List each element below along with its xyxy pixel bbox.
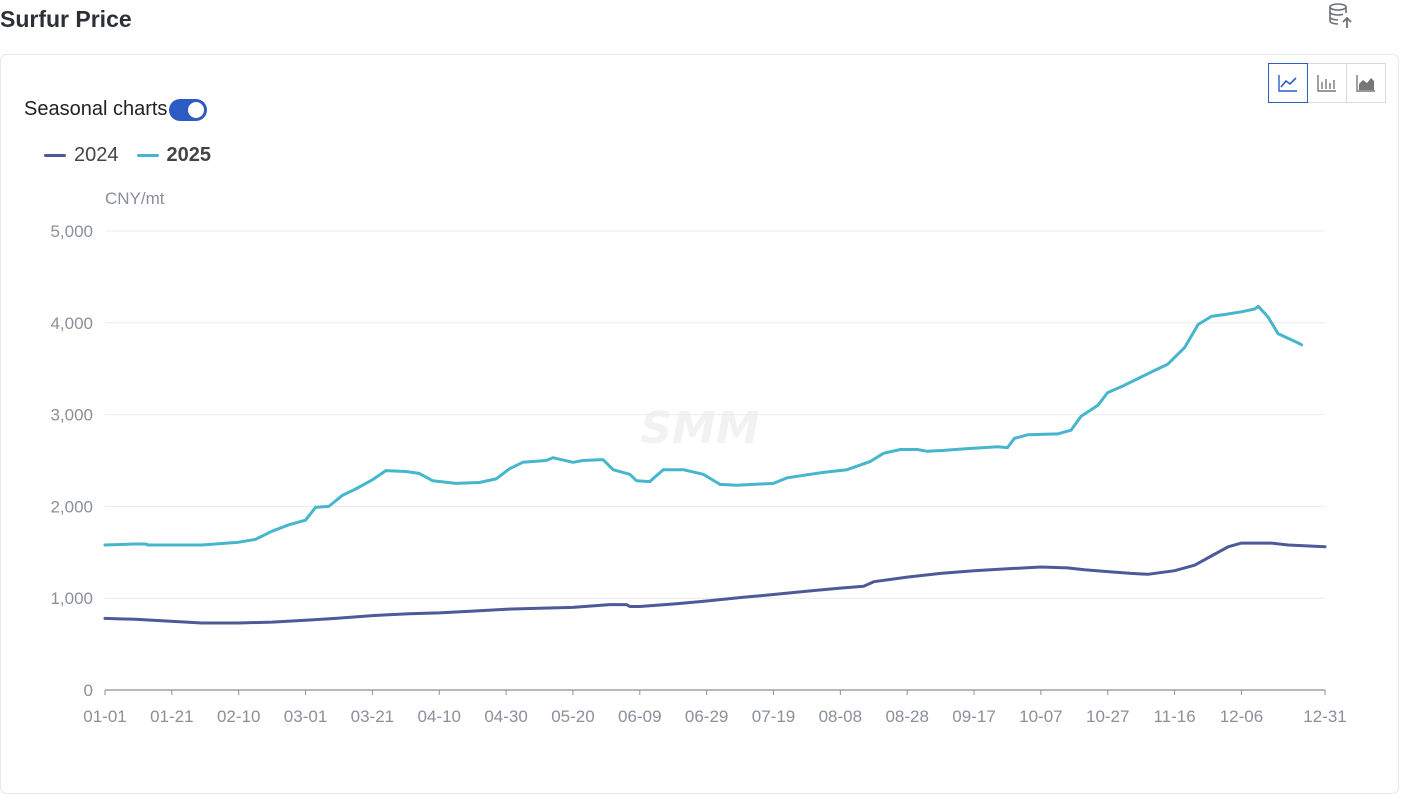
line-chart-button[interactable] [1268, 63, 1308, 103]
x-tick-label: 04-30 [484, 707, 527, 726]
line-chart-icon [1278, 75, 1297, 92]
area-chart-button[interactable] [1346, 63, 1386, 103]
legend-swatch-2025 [136, 154, 159, 157]
legend-label-2025: 2025 [166, 144, 212, 166]
x-tick-label: 12-06 [1220, 707, 1263, 726]
x-tick-label: 07-19 [752, 707, 795, 726]
x-tick-label: 08-28 [885, 707, 928, 726]
x-tick-label: 05-20 [551, 707, 594, 726]
y-axis-unit-label: CNY/mt [105, 189, 165, 208]
x-tick-label: 01-21 [150, 707, 193, 726]
x-tick-label: 12-31 [1303, 707, 1346, 726]
x-tick-label: 06-29 [685, 707, 728, 726]
seasonal-charts-control: Seasonal charts [24, 98, 208, 121]
x-tick-label: 03-21 [351, 707, 394, 726]
chart-type-switch [1268, 63, 1386, 103]
y-tick-label: 0 [84, 681, 93, 700]
y-tick-label: 2,000 [50, 497, 93, 516]
x-tick-label: 11-16 [1153, 707, 1195, 726]
x-tick-label: 10-07 [1019, 707, 1062, 726]
legend-swatch-2024 [44, 154, 66, 157]
x-tick-label: 06-09 [618, 707, 661, 726]
x-tick-label: 09-17 [952, 707, 995, 726]
y-tick-label: 4,000 [50, 314, 93, 333]
line-chart: SMM CNY/mt 0 1,000 2,000 3,000 4,000 5,000 01-01… [50, 189, 1346, 726]
area-chart-icon [1356, 75, 1375, 92]
series-line-2024 [103, 541, 1327, 625]
watermark-text: SMM [640, 403, 759, 454]
page-title: Surfur Price [0, 6, 132, 32]
legend-label-2024: 2024 [74, 144, 119, 166]
legend-item-2024[interactable]: 2024 [44, 144, 119, 167]
y-tick-label: 3,000 [50, 406, 93, 425]
chart-legend: 2024 2025 [44, 144, 229, 167]
legend-item-2025[interactable]: 2025 [136, 144, 212, 167]
series-line-2025 [103, 304, 1304, 547]
y-tick-label: 5,000 [50, 222, 93, 241]
chart-card [0, 54, 1399, 794]
x-tick-label: 04-10 [418, 707, 461, 726]
seasonal-charts-label: Seasonal charts [24, 98, 168, 120]
x-tick-label: 10-27 [1086, 707, 1129, 726]
x-tick-label: 03-01 [284, 707, 327, 726]
database-export-icon[interactable] [1325, 0, 1357, 32]
y-tick-label: 1,000 [50, 589, 93, 608]
x-tick-label: 01-01 [83, 707, 126, 726]
toggle-knob [188, 101, 205, 118]
x-tick-label: 08-08 [819, 707, 862, 726]
seasonal-charts-toggle[interactable] [169, 98, 208, 121]
x-tick-label: 02-10 [217, 707, 260, 726]
bar-chart-icon [1317, 75, 1336, 92]
